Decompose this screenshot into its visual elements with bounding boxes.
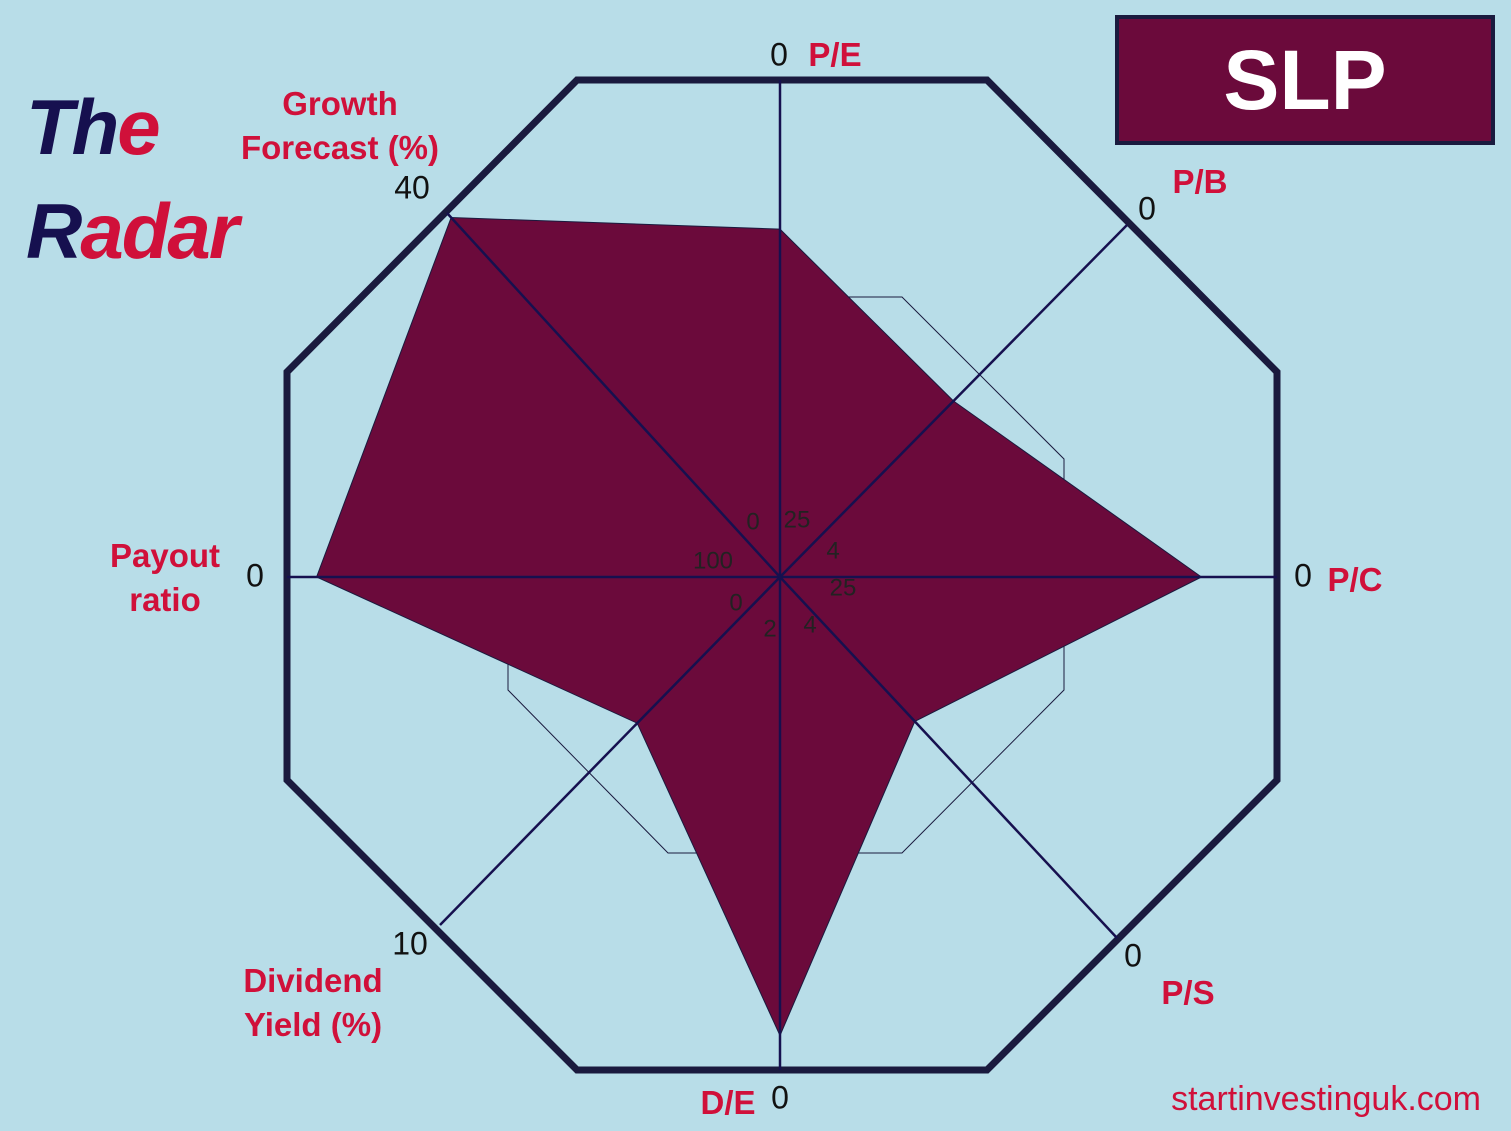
axis-max-label: 0 (1138, 190, 1156, 226)
axis-max-label: 0 (770, 36, 788, 72)
axis-label: P/B (1172, 163, 1228, 200)
website: startinvestinguk.com (1171, 1080, 1481, 1118)
axis-line (439, 576, 781, 926)
axis-max-label: 0 (1294, 557, 1312, 593)
ticker: SLP (1115, 15, 1495, 145)
data-area (315, 217, 1203, 1037)
title-part: R (26, 187, 82, 275)
axis-line (779, 576, 1118, 939)
axis-min-label: 4 (803, 611, 816, 638)
axis-line (779, 224, 1128, 578)
axis-max-label: 0 (246, 557, 264, 593)
title-line: Radar (26, 186, 239, 276)
axis-min-label: 0 (746, 508, 759, 535)
axis-label: P/E (808, 36, 862, 73)
axis-min-label: 2 (763, 615, 776, 642)
title-part: adar (80, 187, 239, 275)
axis-min-label: 25 (830, 574, 857, 601)
axis-max-label: 0 (1124, 937, 1142, 973)
title-line: The (26, 82, 161, 172)
axis-min-label: 4 (826, 537, 839, 564)
outer-ring (283, 76, 1281, 1074)
axis-line (446, 212, 781, 578)
axis-label: P/S (1161, 974, 1215, 1011)
axis-label: D/E (700, 1084, 756, 1121)
title-part: Th (26, 83, 119, 171)
axis-min-label: 100 (693, 547, 733, 574)
axis-min-label: 0 (729, 589, 742, 616)
axis-label: Payout ratio (109, 537, 221, 618)
axis-max-label: 10 (392, 925, 428, 961)
axis-label: Growth Forecast (%) (240, 85, 440, 166)
axis-max-label: 0 (771, 1079, 789, 1115)
title-part: e (117, 83, 160, 171)
axis-max-label: 40 (394, 169, 430, 205)
axis-label: Dividend Yield (%) (243, 962, 383, 1043)
axis-min-label: 25 (784, 506, 811, 533)
axis-label: P/C (1327, 561, 1383, 598)
